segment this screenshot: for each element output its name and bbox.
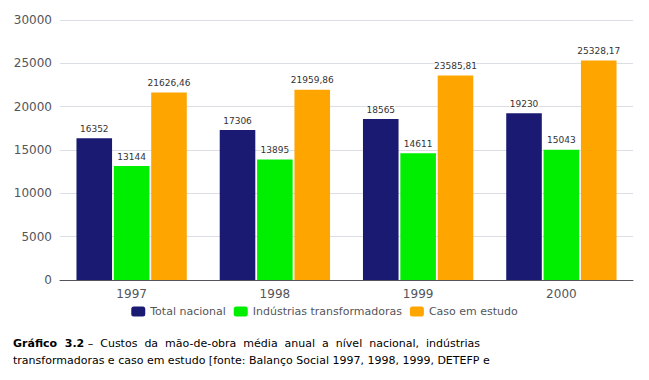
svg-text:0: 0 — [44, 273, 52, 287]
svg-text:16352: 16352 — [80, 124, 109, 134]
svg-text:18565: 18565 — [366, 105, 395, 115]
svg-text:25328,17: 25328,17 — [577, 46, 620, 56]
svg-text:30000: 30000 — [14, 13, 52, 27]
svg-text:– Custos da mão-de-obra mé: – Custos da mão-de-obra média anual a ní… — [84, 337, 480, 350]
svg-text:13144: 13144 — [117, 152, 146, 162]
svg-text:Gráfico 3.2: Gráfico 3.2 — [13, 337, 84, 350]
svg-text:1998: 1998 — [260, 287, 291, 301]
svg-text:15043: 15043 — [547, 135, 576, 145]
svg-text:15000: 15000 — [14, 143, 52, 157]
svg-text:25000: 25000 — [14, 56, 52, 70]
svg-text:10000: 10000 — [14, 186, 52, 200]
svg-text:23585,81: 23585,81 — [434, 61, 477, 71]
svg-text:21626,46: 21626,46 — [148, 78, 191, 88]
svg-text:13895: 13895 — [261, 145, 290, 155]
svg-text:Caso em estudo: Caso em estudo — [429, 305, 518, 318]
svg-text:21959,86: 21959,86 — [291, 75, 334, 85]
svg-text:20000: 20000 — [14, 100, 52, 114]
svg-text:19230: 19230 — [510, 99, 539, 109]
svg-text:14611: 14611 — [404, 139, 433, 149]
svg-text:5000: 5000 — [21, 230, 52, 244]
svg-text:Total nacional: Total nacional — [149, 305, 226, 318]
svg-text:transformadoras e caso em estu: transformadoras e caso em estudo [fonte:… — [13, 354, 490, 367]
svg-text:1997: 1997 — [116, 287, 147, 301]
svg-text:17306: 17306 — [223, 116, 252, 126]
svg-text:2000: 2000 — [546, 287, 577, 301]
svg-text:Indústrias transformadoras: Indústrias transformadoras — [253, 305, 402, 318]
svg-text:1999: 1999 — [403, 287, 434, 301]
